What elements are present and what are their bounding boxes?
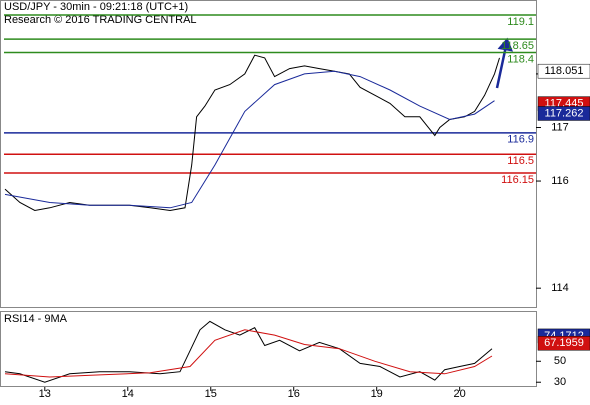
x-tick-label: 19 [371,388,383,400]
chart-subtitle: Research © 2016 TRADING CENTRAL [4,14,197,26]
rsi-title: RSI14 - 9MA [4,313,68,325]
x-tick-label: 20 [454,388,466,400]
x-tick-label: 14 [122,388,134,400]
value-box [537,63,590,79]
value-box [537,335,590,351]
y-tick-label: 117 [551,121,569,133]
y-tick-label: 50 [554,355,566,367]
x-tick-label: 16 [288,388,300,400]
level-label: 116.9 [507,134,534,146]
rsi-panel [0,311,537,387]
level-label: 118.4 [507,53,534,65]
level-label: 119.1 [507,16,534,28]
x-tick-label: 15 [205,388,217,400]
series-line [4,320,493,383]
value-box-label: 67.1959 [544,337,584,349]
y-tick-label: 30 [554,376,566,388]
value-box-label: 117.262 [545,107,584,119]
level-label: 116.5 [507,155,534,167]
series-line [4,70,495,209]
level-label: 116.15 [501,174,534,186]
value-box [537,106,590,121]
series-line [4,329,493,378]
x-tick-label: 13 [39,388,51,400]
y-tick-label: 114 [551,282,569,294]
level-label: 118.65 [501,40,534,52]
y-tick-label: 116 [551,175,569,187]
chart-title: USD/JPY - 30min - 09:21:18 (UTC+1) [4,1,188,13]
price-panel [0,0,537,308]
value-box-label: 118.051 [545,65,584,77]
